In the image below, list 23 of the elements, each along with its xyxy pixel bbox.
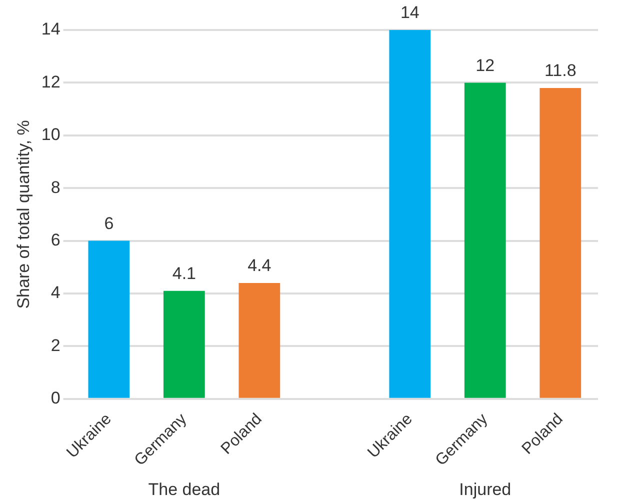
data-label: 11.8 — [544, 61, 576, 80]
text: Injured — [459, 480, 512, 500]
bar — [163, 290, 205, 398]
y-axis-title: Share of total quantity, % — [14, 120, 33, 309]
bar — [464, 82, 506, 398]
y-tick-label: 4 — [50, 283, 60, 302]
y-tick-label: 8 — [50, 178, 60, 197]
y-tick-label: 12 — [41, 72, 60, 92]
y-tick-label: 2 — [50, 336, 60, 355]
bar — [88, 240, 130, 398]
y-tick-label: 6 — [50, 230, 60, 250]
y-tick-label: 14 — [41, 20, 60, 39]
data-label: 6 — [104, 214, 114, 233]
y-tick-label: 0 — [50, 388, 60, 408]
bar — [238, 282, 280, 398]
data-label: 4.1 — [172, 264, 196, 284]
y-tick-label: 10 — [41, 125, 60, 144]
data-label: 12 — [476, 56, 495, 75]
data-label: 14 — [400, 3, 420, 22]
text: The dead — [148, 480, 220, 500]
bar — [389, 30, 431, 398]
data-label: 4.4 — [248, 256, 272, 276]
bar — [540, 88, 582, 398]
